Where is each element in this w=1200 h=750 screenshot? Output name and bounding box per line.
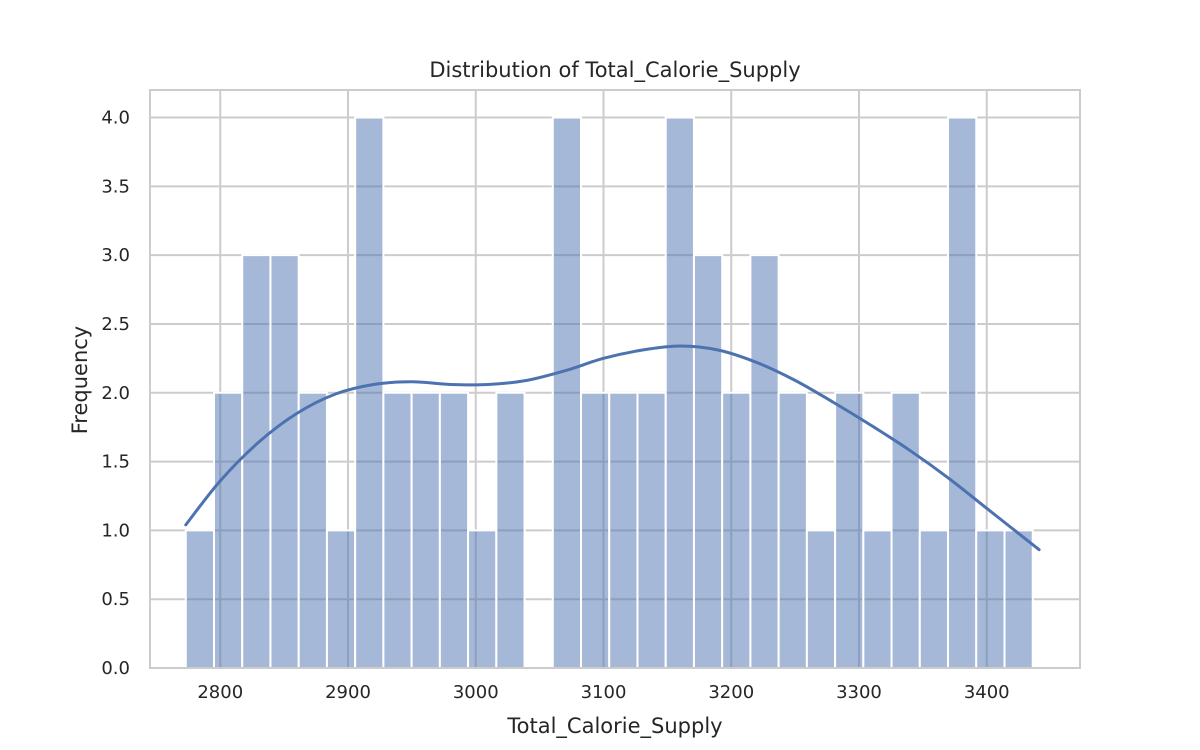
x-tick-label: 3200: [708, 682, 754, 703]
histogram-bar: [438, 391, 470, 669]
chart-title: Distribution of Total_Calorie_Supply: [429, 58, 800, 83]
histogram-bar: [947, 116, 978, 670]
histogram-bars: [184, 116, 1034, 670]
histogram-bar: [862, 529, 893, 670]
histogram-bar: [664, 116, 695, 670]
histogram-bar: [1003, 529, 1034, 670]
histogram-bar: [721, 391, 752, 669]
y-tick-label: 3.0: [101, 245, 130, 266]
y-tick-label: 2.5: [101, 314, 130, 335]
histogram-bar: [918, 529, 950, 670]
histogram-bar: [580, 391, 611, 669]
histogram-bar: [975, 529, 1006, 670]
histogram-bar: [777, 391, 808, 669]
x-tick-label: 3300: [836, 682, 882, 703]
plot-area-frame: [149, 89, 1081, 669]
histogram-bar: [551, 116, 583, 670]
y-tick-label: 4.0: [101, 108, 130, 129]
histogram-bar: [297, 391, 328, 669]
y-tick-label: 2.0: [101, 383, 130, 404]
y-tick-label: 0.0: [101, 658, 130, 679]
y-tick-label: 0.5: [101, 589, 130, 610]
histogram-bar: [467, 529, 498, 670]
x-tick-label: 2800: [197, 682, 243, 703]
kde-curve-layer: [184, 344, 1041, 552]
histogram-bar: [354, 116, 385, 670]
y-tick-label: 1.0: [101, 520, 130, 541]
histogram-bar: [692, 254, 724, 669]
y-tick-label: 3.5: [101, 176, 130, 197]
histogram-bar: [410, 391, 441, 669]
histogram-bar: [213, 391, 244, 669]
x-tick-label: 3000: [453, 682, 499, 703]
histogram-bar: [749, 254, 780, 669]
histogram-bar: [805, 529, 837, 670]
histogram-bar: [269, 254, 300, 669]
histogram-bar: [608, 391, 639, 669]
y-tick-labels: 0.0 0.5 1.0 1.5 2.0 2.5 3.0 3.5 4.0: [101, 108, 130, 679]
histogram-bar: [184, 529, 216, 670]
histogram-bar: [325, 529, 357, 670]
x-tick-label: 3100: [581, 682, 627, 703]
histogram-bar: [241, 254, 272, 669]
x-tick-labels: 2800 2900 3000 3100 3200 3300 3400: [197, 682, 1009, 703]
y-tick-label: 1.5: [101, 452, 130, 473]
histogram-bar: [890, 391, 921, 669]
x-tick-label: 3400: [964, 682, 1010, 703]
histogram-bar: [636, 391, 667, 669]
histogram-bar: [495, 391, 526, 669]
histogram-bar: [382, 391, 413, 669]
histogram-bar: [834, 391, 865, 669]
kde-line: [184, 344, 1041, 552]
y-axis-label: Frequency: [68, 326, 92, 435]
x-tick-label: 2900: [325, 682, 371, 703]
x-axis-label: Total_Calorie_Supply: [506, 714, 722, 739]
